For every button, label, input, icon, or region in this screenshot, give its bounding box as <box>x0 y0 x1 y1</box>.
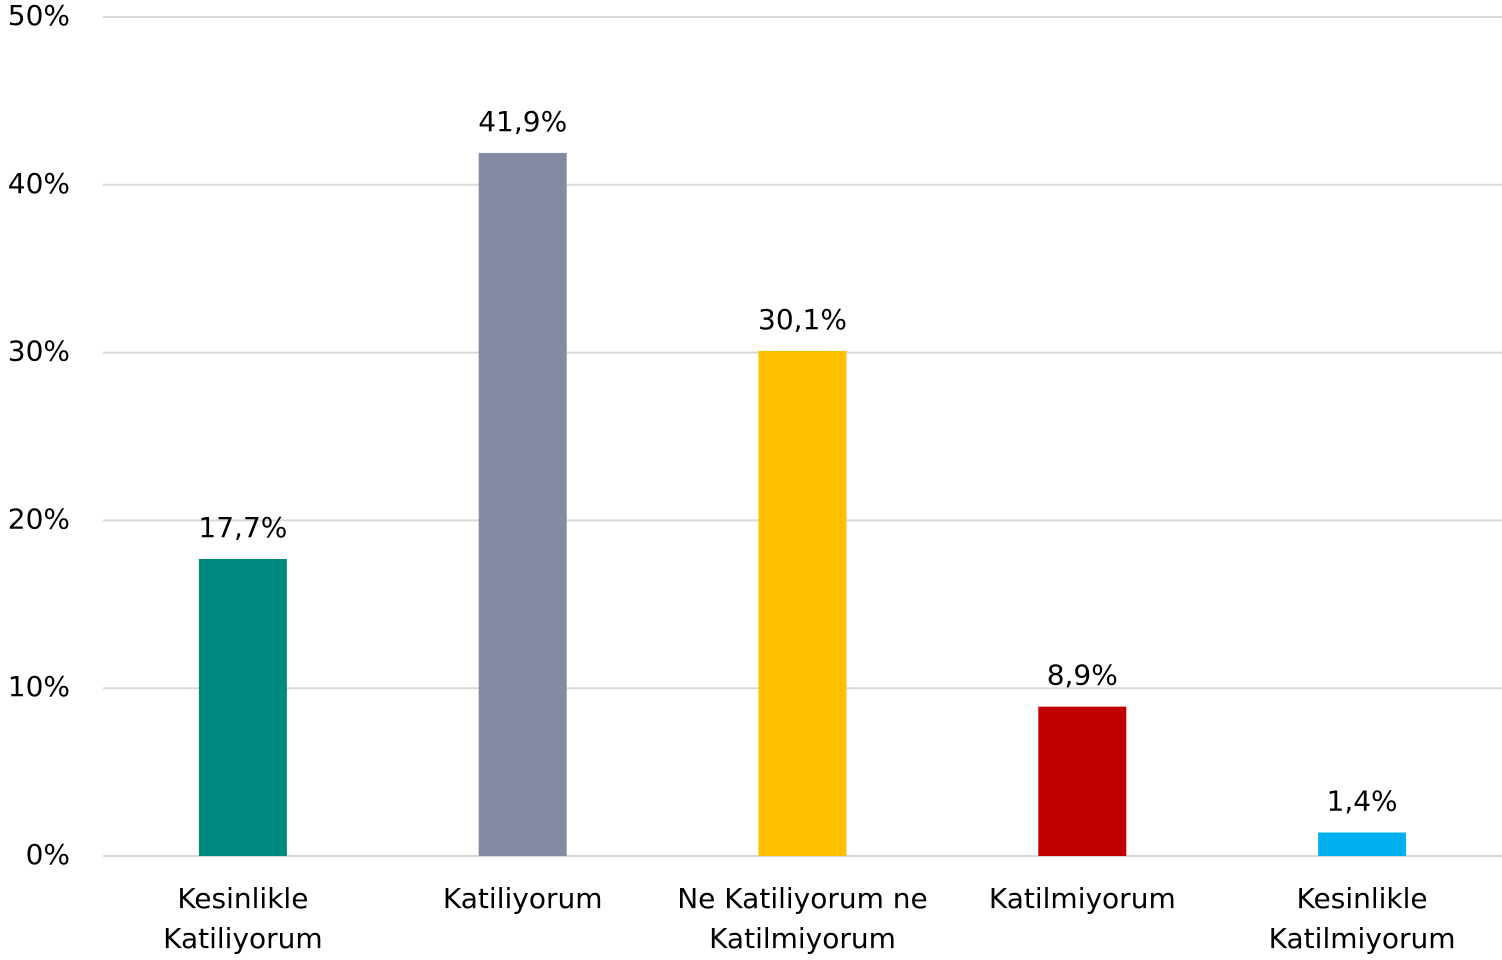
bar <box>758 350 847 856</box>
value-label: 8,9% <box>1047 659 1118 692</box>
y-tick-label: 10% <box>8 670 70 703</box>
value-label: 30,1% <box>758 303 847 336</box>
x-tick-label: Katilmiyorum <box>709 922 896 955</box>
y-tick-label: 30% <box>8 335 70 368</box>
x-tick-label: Kesinlikle <box>177 882 308 915</box>
x-tick-label: Kesinlikle <box>1297 882 1428 915</box>
x-tick-label: Katilmiyorum <box>989 882 1176 915</box>
x-tick-label: Katilmiyorum <box>1269 922 1456 955</box>
value-label: 17,7% <box>198 511 287 544</box>
bar <box>1318 832 1407 856</box>
bar <box>198 558 287 856</box>
bar <box>478 152 567 857</box>
x-tick-label: Katiliyorum <box>443 882 603 915</box>
y-tick-label: 20% <box>8 502 70 535</box>
value-label: 1,4% <box>1327 785 1398 818</box>
y-tick-label: 0% <box>26 838 70 871</box>
x-tick-label: Ne Katiliyorum ne <box>677 882 928 915</box>
x-tick-label: Katiliyorum <box>163 922 323 955</box>
bar <box>1038 706 1127 856</box>
value-label: 41,9% <box>478 105 567 138</box>
y-tick-label: 50% <box>8 0 70 32</box>
y-tick-label: 40% <box>8 167 70 200</box>
